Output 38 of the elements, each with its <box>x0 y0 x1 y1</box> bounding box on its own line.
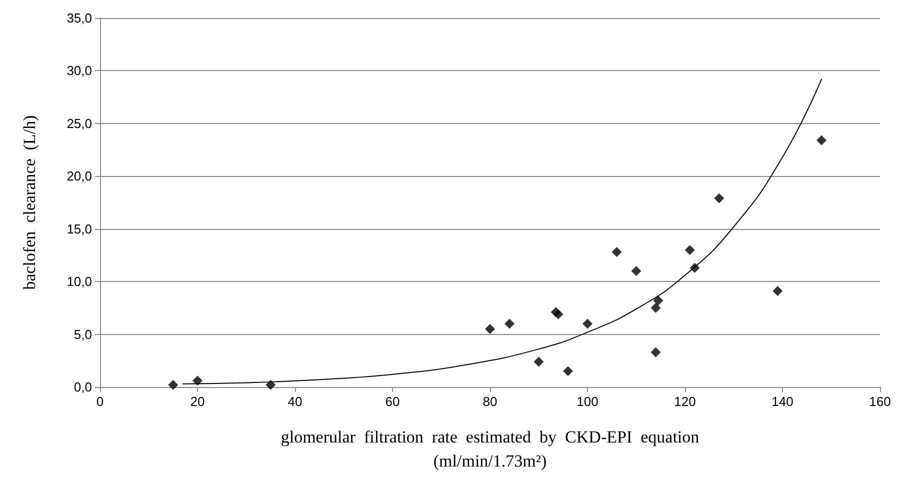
point <box>485 324 495 334</box>
x-tick-label: 40 <box>288 394 302 409</box>
y-tick-label: 25,0 <box>66 116 92 131</box>
y-tick-label: 10,0 <box>66 274 92 290</box>
point <box>631 266 642 276</box>
y-tick-label: 5,0 <box>74 326 92 342</box>
y-tick-label: 0,0 <box>74 380 92 394</box>
point <box>653 296 664 306</box>
point <box>168 380 178 390</box>
y-tick-label: 20,0 <box>66 168 92 184</box>
point <box>534 356 544 367</box>
x-axis-title: glomerular filtration rate estimated by CKD-EPI equation (ml/min/1.73m²) <box>280 428 700 470</box>
point <box>816 135 826 146</box>
point <box>650 302 661 313</box>
point <box>553 309 564 320</box>
x-tick-label: 100 <box>576 394 598 409</box>
point <box>684 244 695 255</box>
point <box>563 366 573 376</box>
x-tick-label: 60 <box>385 394 400 409</box>
point <box>772 286 783 296</box>
point <box>612 247 622 258</box>
point <box>266 380 276 390</box>
point <box>504 318 514 329</box>
point <box>690 262 700 273</box>
x-tick-label: 80 <box>482 394 498 409</box>
x-tick-label: 140 <box>772 394 794 409</box>
point <box>650 347 661 358</box>
x-tick-label: 20 <box>190 394 205 409</box>
y-tick-label: 15,0 <box>66 221 92 236</box>
x-tick-label: 120 <box>674 394 696 409</box>
y-tick-label: 35,0 <box>66 10 92 26</box>
point <box>714 193 724 204</box>
x-tick-label: 0 <box>96 394 104 409</box>
y-axis-title: baclofen clearance (L/h) <box>20 115 39 290</box>
x-tick-label: 160 <box>869 394 891 409</box>
point <box>582 318 592 329</box>
point <box>192 376 202 386</box>
y-tick-label: 30,0 <box>66 63 92 78</box>
